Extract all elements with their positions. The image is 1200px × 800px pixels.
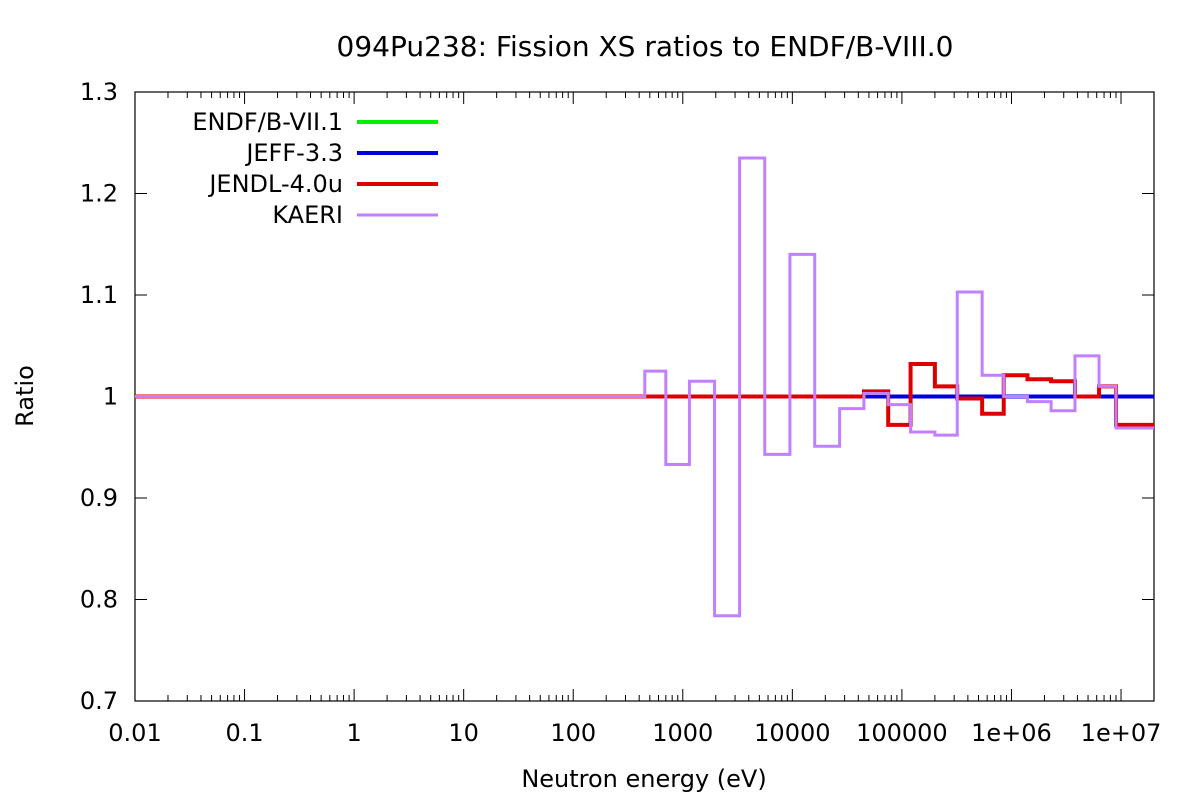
x-axis-ticks: 0.01 0.1 1 10 100 1000 10000 100000 1e+06 1e+07	[108, 92, 1161, 747]
legend-label: JENDL-4.0u	[207, 170, 343, 198]
x-tick-label: 100000	[856, 719, 948, 747]
x-tick-label: 1	[346, 719, 361, 747]
x-tick-label: 100	[550, 719, 596, 747]
y-tick-label: 0.9	[80, 484, 118, 512]
x-axis-label: Neutron energy (eV)	[521, 765, 766, 793]
x-tick-label: 1e+07	[1081, 719, 1162, 747]
series-line-jendl-4-0u	[135, 362, 1154, 427]
legend-label: ENDF/B-VII.1	[192, 108, 343, 136]
y-tick-label: 1.1	[80, 281, 118, 309]
legend-label: KAERI	[272, 201, 343, 229]
y-tick-label: 1.2	[80, 180, 118, 208]
x-tick-label: 1000	[652, 719, 713, 747]
x-tick-label: 1e+06	[971, 719, 1052, 747]
y-tick-label: 0.7	[80, 687, 118, 715]
y-axis-label: Ratio	[11, 365, 39, 427]
chart-title: 094Pu238: Fission XS ratios to ENDF/B-VI…	[337, 30, 954, 63]
x-tick-label: 0.01	[108, 719, 161, 747]
y-axis-ticks: 0.7 0.8 0.9 1 1.1 1.2 1.3	[80, 78, 1154, 715]
y-tick-label: 1.3	[80, 78, 118, 106]
legend: ENDF/B-VII.1 JEFF-3.3 JENDL-4.0u KAERI	[192, 108, 438, 229]
y-tick-label: 1	[103, 383, 118, 411]
x-tick-label: 0.1	[225, 719, 263, 747]
y-tick-label: 0.8	[80, 586, 118, 614]
x-tick-label: 10	[448, 719, 479, 747]
x-tick-label: 10000	[754, 719, 830, 747]
legend-label: JEFF-3.3	[244, 139, 343, 167]
series-layer	[135, 156, 1154, 618]
series-line-kaeri	[135, 156, 1154, 618]
